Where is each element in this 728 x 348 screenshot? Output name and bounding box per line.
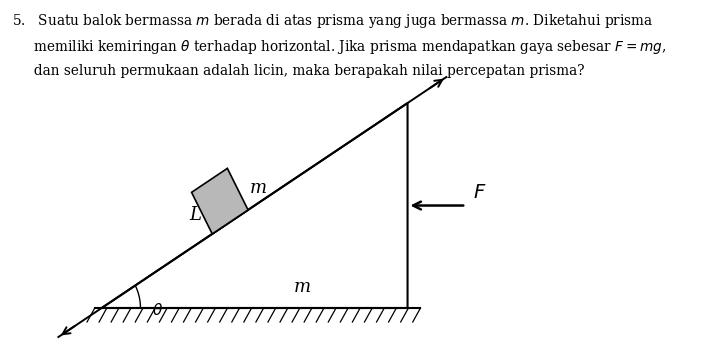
Polygon shape bbox=[191, 168, 248, 234]
Text: 5.   Suatu balok bermassa $m$ berada di atas prisma yang juga bermassa $m$. Dike: 5. Suatu balok bermassa $m$ berada di at… bbox=[12, 12, 666, 78]
Text: $\theta$: $\theta$ bbox=[152, 301, 163, 317]
Text: m: m bbox=[293, 278, 311, 296]
Text: L: L bbox=[189, 206, 202, 224]
Text: $F$: $F$ bbox=[473, 183, 486, 201]
Text: m: m bbox=[250, 179, 267, 197]
